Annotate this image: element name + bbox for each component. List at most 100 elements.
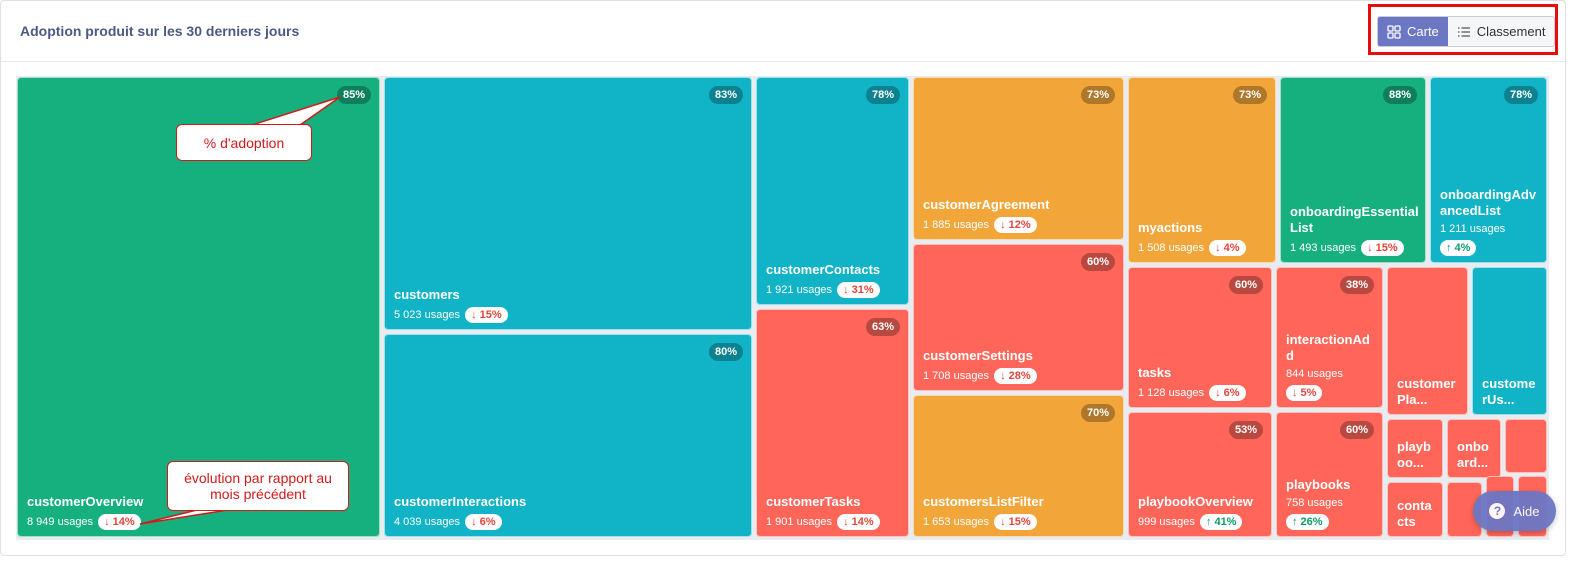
tile-name: customerSettings [923,348,1033,363]
tile-stats: 1 901 usages ↓ 14% [766,514,902,530]
evolution-badge: ↓ 28% [994,368,1037,384]
usage-count: 4 039 usages [394,516,461,528]
view-toggle: Carte Classement [1377,16,1556,47]
tile-name: customerOverview [27,494,144,509]
tile-info: playbookOverview 999 usages ↑ 41% [1138,494,1265,530]
usage-count: 1 921 usages [766,284,833,296]
evolution-callout: évolution par rapport au mois précédent [167,461,349,511]
usage-count: 1 493 usages [1290,242,1357,254]
treemap-tile[interactable]: 83% customers 5 023 usages ↓ 15% [384,77,752,330]
tile-info: playbooks 758 usages ↑ 26% [1286,477,1376,530]
ranking-view-label: Classement [1476,24,1546,39]
tile-info: onboard... [1457,439,1494,471]
tile-stats: 5 023 usages ↓ 15% [394,307,745,323]
help-button[interactable]: ? Aide [1473,491,1556,531]
tile-info: customersListFilter 1 653 usages ↓ 15% [923,494,1117,530]
panel-header: Adoption produit sur les 30 derniers jou… [1,1,1567,62]
tile-info: customerPla... [1397,376,1461,408]
adoption-badge: 80% [708,343,743,361]
tile-name: onboardingAdvancedList [1440,187,1537,218]
question-icon: ? [1489,503,1506,519]
treemap-tile[interactable]: contacts [1387,482,1443,537]
tile-name: playboo... [1397,439,1431,470]
treemap-tile[interactable]: playboo... [1387,419,1443,478]
tile-name: contacts [1397,498,1432,529]
tile-name: customers [394,287,460,302]
evolution-badge: ↑ 41% [1199,514,1243,530]
treemap-tile[interactable]: 78% onboardingAdvancedList 1 211 usages ↑ 4… [1430,77,1547,263]
evolution-badge: ↓ 5% [1286,385,1323,401]
treemap-tile[interactable]: 78% customerContacts 1 921 usages ↓ 31% [756,77,909,305]
tile-info: interactionAdd 844 usages ↓ 5% [1286,332,1376,401]
usage-count: 844 usages [1286,368,1343,380]
treemap-tile[interactable]: 60% customerSettings 1 708 usages ↓ 28% [913,244,1124,391]
tile-info: contacts [1397,498,1436,530]
usage-count: 5 023 usages [394,309,461,321]
treemap-tile[interactable]: customerUs... [1472,267,1547,415]
treemap-tile[interactable]: 38% interactionAdd 844 usages ↓ 5% [1276,267,1383,408]
evolution-badge: ↓ 6% [1209,385,1246,401]
tile-name: customerPla... [1397,376,1456,407]
adoption-badge: 70% [1080,404,1115,422]
adoption-badge: 78% [1503,86,1538,104]
tile-stats: 1 921 usages ↓ 31% [766,282,902,298]
map-view-button[interactable]: Carte [1378,17,1448,46]
treemap-tile[interactable]: 60% playbooks 758 usages ↑ 26% [1276,412,1383,537]
adoption-badge: 73% [1232,86,1267,104]
tile-name: customerTasks [766,494,861,509]
tile-stats: 999 usages ↑ 41% [1138,514,1265,530]
treemap-tile[interactable]: 80% customerInteractions 4 039 usages ↓ 6% [384,334,752,537]
tile-name: tasks [1138,365,1172,380]
usage-count: 1 211 usages [1440,223,1506,235]
tile-info: customerInteractions 4 039 usages ↓ 6% [394,494,745,530]
evolution-badge: ↓ 4% [1209,240,1246,256]
tile-name: customerUs... [1482,376,1536,407]
tile-info: customerTasks 1 901 usages ↓ 14% [766,494,902,530]
evolution-badge: ↓ 31% [837,282,880,298]
tile-name: onboardingEssentialList [1290,204,1419,235]
tile-info: onboardingEssentialList 1 493 usages ↓ 15% [1290,204,1419,256]
treemap-tile[interactable] [1505,419,1547,473]
ranking-view-button[interactable]: Classement [1447,17,1555,46]
evolution-badge: ↓ 15% [1361,240,1404,256]
adoption-badge: 73% [1080,86,1115,104]
adoption-badge: 63% [865,318,900,336]
usage-count: 758 usages [1286,497,1343,509]
adoption-badge: 53% [1228,421,1263,439]
adoption-badge: 88% [1382,86,1417,104]
tile-stats: 1 128 usages ↓ 6% [1138,385,1265,401]
tile-stats: 1 653 usages ↓ 15% [923,514,1117,530]
evolution-badge: ↓ 15% [465,307,508,323]
tile-name: playbookOverview [1138,494,1253,509]
tile-info: onboardingAdvancedList 1 211 usages ↑ 4% [1440,187,1540,256]
tile-info: customerSettings 1 708 usages ↓ 28% [923,348,1117,384]
treemap-tile[interactable]: customerPla... [1387,267,1468,415]
treemap-tile[interactable]: 73% myactions 1 508 usages ↓ 4% [1128,77,1276,263]
treemap-tile[interactable]: 88% onboardingEssentialList 1 493 usages ↓ … [1280,77,1426,263]
adoption-badge: 60% [1339,421,1374,439]
treemap-tile[interactable]: 60% tasks 1 128 usages ↓ 6% [1128,267,1272,408]
treemap-tile[interactable]: 63% customerTasks 1 901 usages ↓ 14% [756,309,909,537]
adoption-badge: 78% [865,86,900,104]
usage-count: 8 949 usages [27,516,94,528]
tile-stats: 8 949 usages ↓ 14% [27,514,373,530]
tile-info: customerOverview 8 949 usages ↓ 14% [27,494,373,530]
treemap-tile[interactable]: 73% customerAgreement 1 885 usages ↓ 12% [913,77,1124,240]
tile-stats: 1 708 usages ↓ 28% [923,368,1117,384]
tile-info: myactions 1 508 usages ↓ 4% [1138,220,1269,256]
usage-count: 1 128 usages [1138,387,1205,399]
evolution-badge: ↓ 15% [994,514,1037,530]
usage-count: 1 885 usages [923,219,990,231]
tile-info: customerContacts 1 921 usages ↓ 31% [766,262,902,298]
usage-count: 999 usages [1138,516,1195,528]
adoption-badge: 60% [1080,253,1115,271]
tile-info: playboo... [1397,439,1436,471]
treemap-tile[interactable]: 53% playbookOverview 999 usages ↑ 41% [1128,412,1272,537]
help-label: Aide [1513,503,1540,519]
adoption-badge: 60% [1228,276,1263,294]
treemap-tile[interactable]: onboard... [1447,419,1501,478]
adoption-badge: 83% [708,86,743,104]
treemap-tile[interactable]: 70% customersListFilter 1 653 usages ↓ 15% [913,395,1124,537]
usage-count: 1 708 usages [923,370,990,382]
tile-stats: 1 508 usages ↓ 4% [1138,240,1269,256]
